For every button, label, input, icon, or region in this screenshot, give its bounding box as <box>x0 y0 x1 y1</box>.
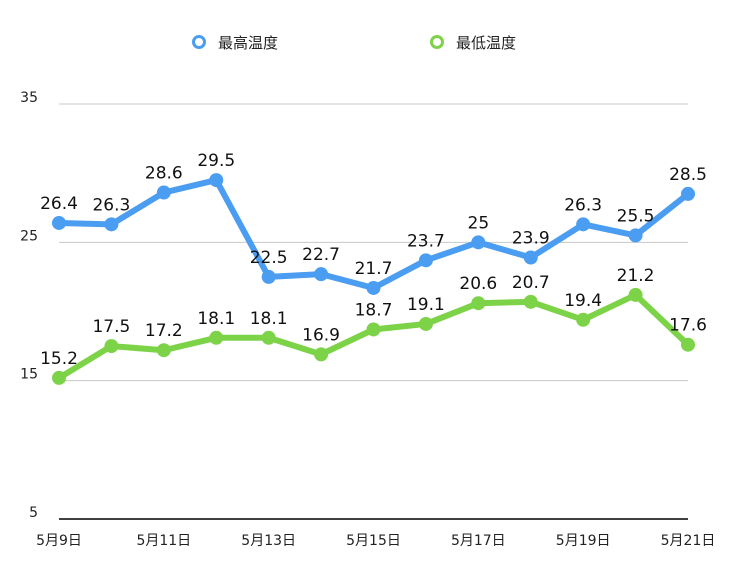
data-label: 18.7 <box>355 300 393 320</box>
data-point <box>156 185 171 200</box>
data-point <box>471 296 486 311</box>
data-point <box>104 339 119 354</box>
data-label: 26.4 <box>40 194 78 214</box>
legend-label-low: 最低温度 <box>456 33 517 52</box>
legend-marker-high <box>192 35 206 49</box>
data-point <box>628 228 643 243</box>
data-label: 28.5 <box>669 165 707 185</box>
data-label: 28.6 <box>145 164 183 184</box>
data-point <box>366 280 381 295</box>
data-point <box>52 215 66 230</box>
data-point <box>523 294 538 309</box>
data-label: 22.5 <box>250 248 288 268</box>
data-point <box>209 173 224 188</box>
x-tick-label: 5月17日 <box>451 533 506 549</box>
data-point <box>314 267 329 282</box>
y-tick-label: 5 <box>29 505 38 521</box>
data-point <box>261 330 276 345</box>
data-label: 17.6 <box>669 316 707 336</box>
data-point <box>471 235 486 250</box>
data-label: 18.1 <box>197 309 235 329</box>
data-label: 20.6 <box>459 274 497 294</box>
data-point <box>366 322 381 337</box>
data-point <box>523 250 538 265</box>
data-label: 19.1 <box>407 295 445 315</box>
data-label: 25 <box>468 213 490 233</box>
data-label: 23.7 <box>407 231 445 251</box>
data-label: 19.4 <box>564 291 602 311</box>
legend-item-high[interactable]: 最高温度 <box>192 30 278 54</box>
data-label: 22.7 <box>302 245 340 265</box>
data-label: 26.3 <box>92 195 130 215</box>
data-label: 17.5 <box>92 317 130 337</box>
data-point <box>628 287 643 302</box>
data-point <box>576 312 591 327</box>
x-tick-label: 5月21日 <box>661 533 716 549</box>
data-label: 21.7 <box>355 259 393 279</box>
x-tick-label: 5月19日 <box>556 533 611 549</box>
data-point <box>209 330 224 345</box>
data-point <box>681 186 695 201</box>
legend-item-low[interactable]: 最低温度 <box>430 30 516 54</box>
data-point <box>156 343 171 358</box>
y-tick-label: 15 <box>20 367 38 383</box>
data-label: 26.3 <box>564 195 602 215</box>
x-tick-label: 5月11日 <box>136 533 191 549</box>
y-tick-label: 35 <box>20 90 38 106</box>
data-label: 15.2 <box>40 349 78 369</box>
x-tick-label: 5月9日 <box>36 533 82 549</box>
data-label: 20.7 <box>512 273 550 293</box>
x-tick-label: 5月15日 <box>346 533 401 549</box>
data-point <box>314 347 329 362</box>
x-tick-label: 5月13日 <box>241 533 296 549</box>
data-label: 25.5 <box>617 206 655 226</box>
data-point <box>681 337 695 352</box>
chart-legend: 最高温度 最低温度 <box>0 30 750 54</box>
data-label: 21.2 <box>617 266 655 286</box>
data-label: 18.1 <box>250 309 288 329</box>
data-point <box>418 316 433 331</box>
data-point <box>261 269 276 284</box>
data-point <box>52 370 66 385</box>
data-point <box>576 217 591 232</box>
data-point <box>104 217 119 232</box>
legend-marker-low <box>430 35 444 49</box>
y-tick-label: 25 <box>20 228 38 244</box>
data-label: 29.5 <box>197 151 235 171</box>
data-label: 23.9 <box>512 229 550 249</box>
data-label: 16.9 <box>302 325 340 345</box>
data-point <box>418 253 433 268</box>
data-label: 17.2 <box>145 321 183 341</box>
legend-label-high: 最高温度 <box>218 33 279 52</box>
